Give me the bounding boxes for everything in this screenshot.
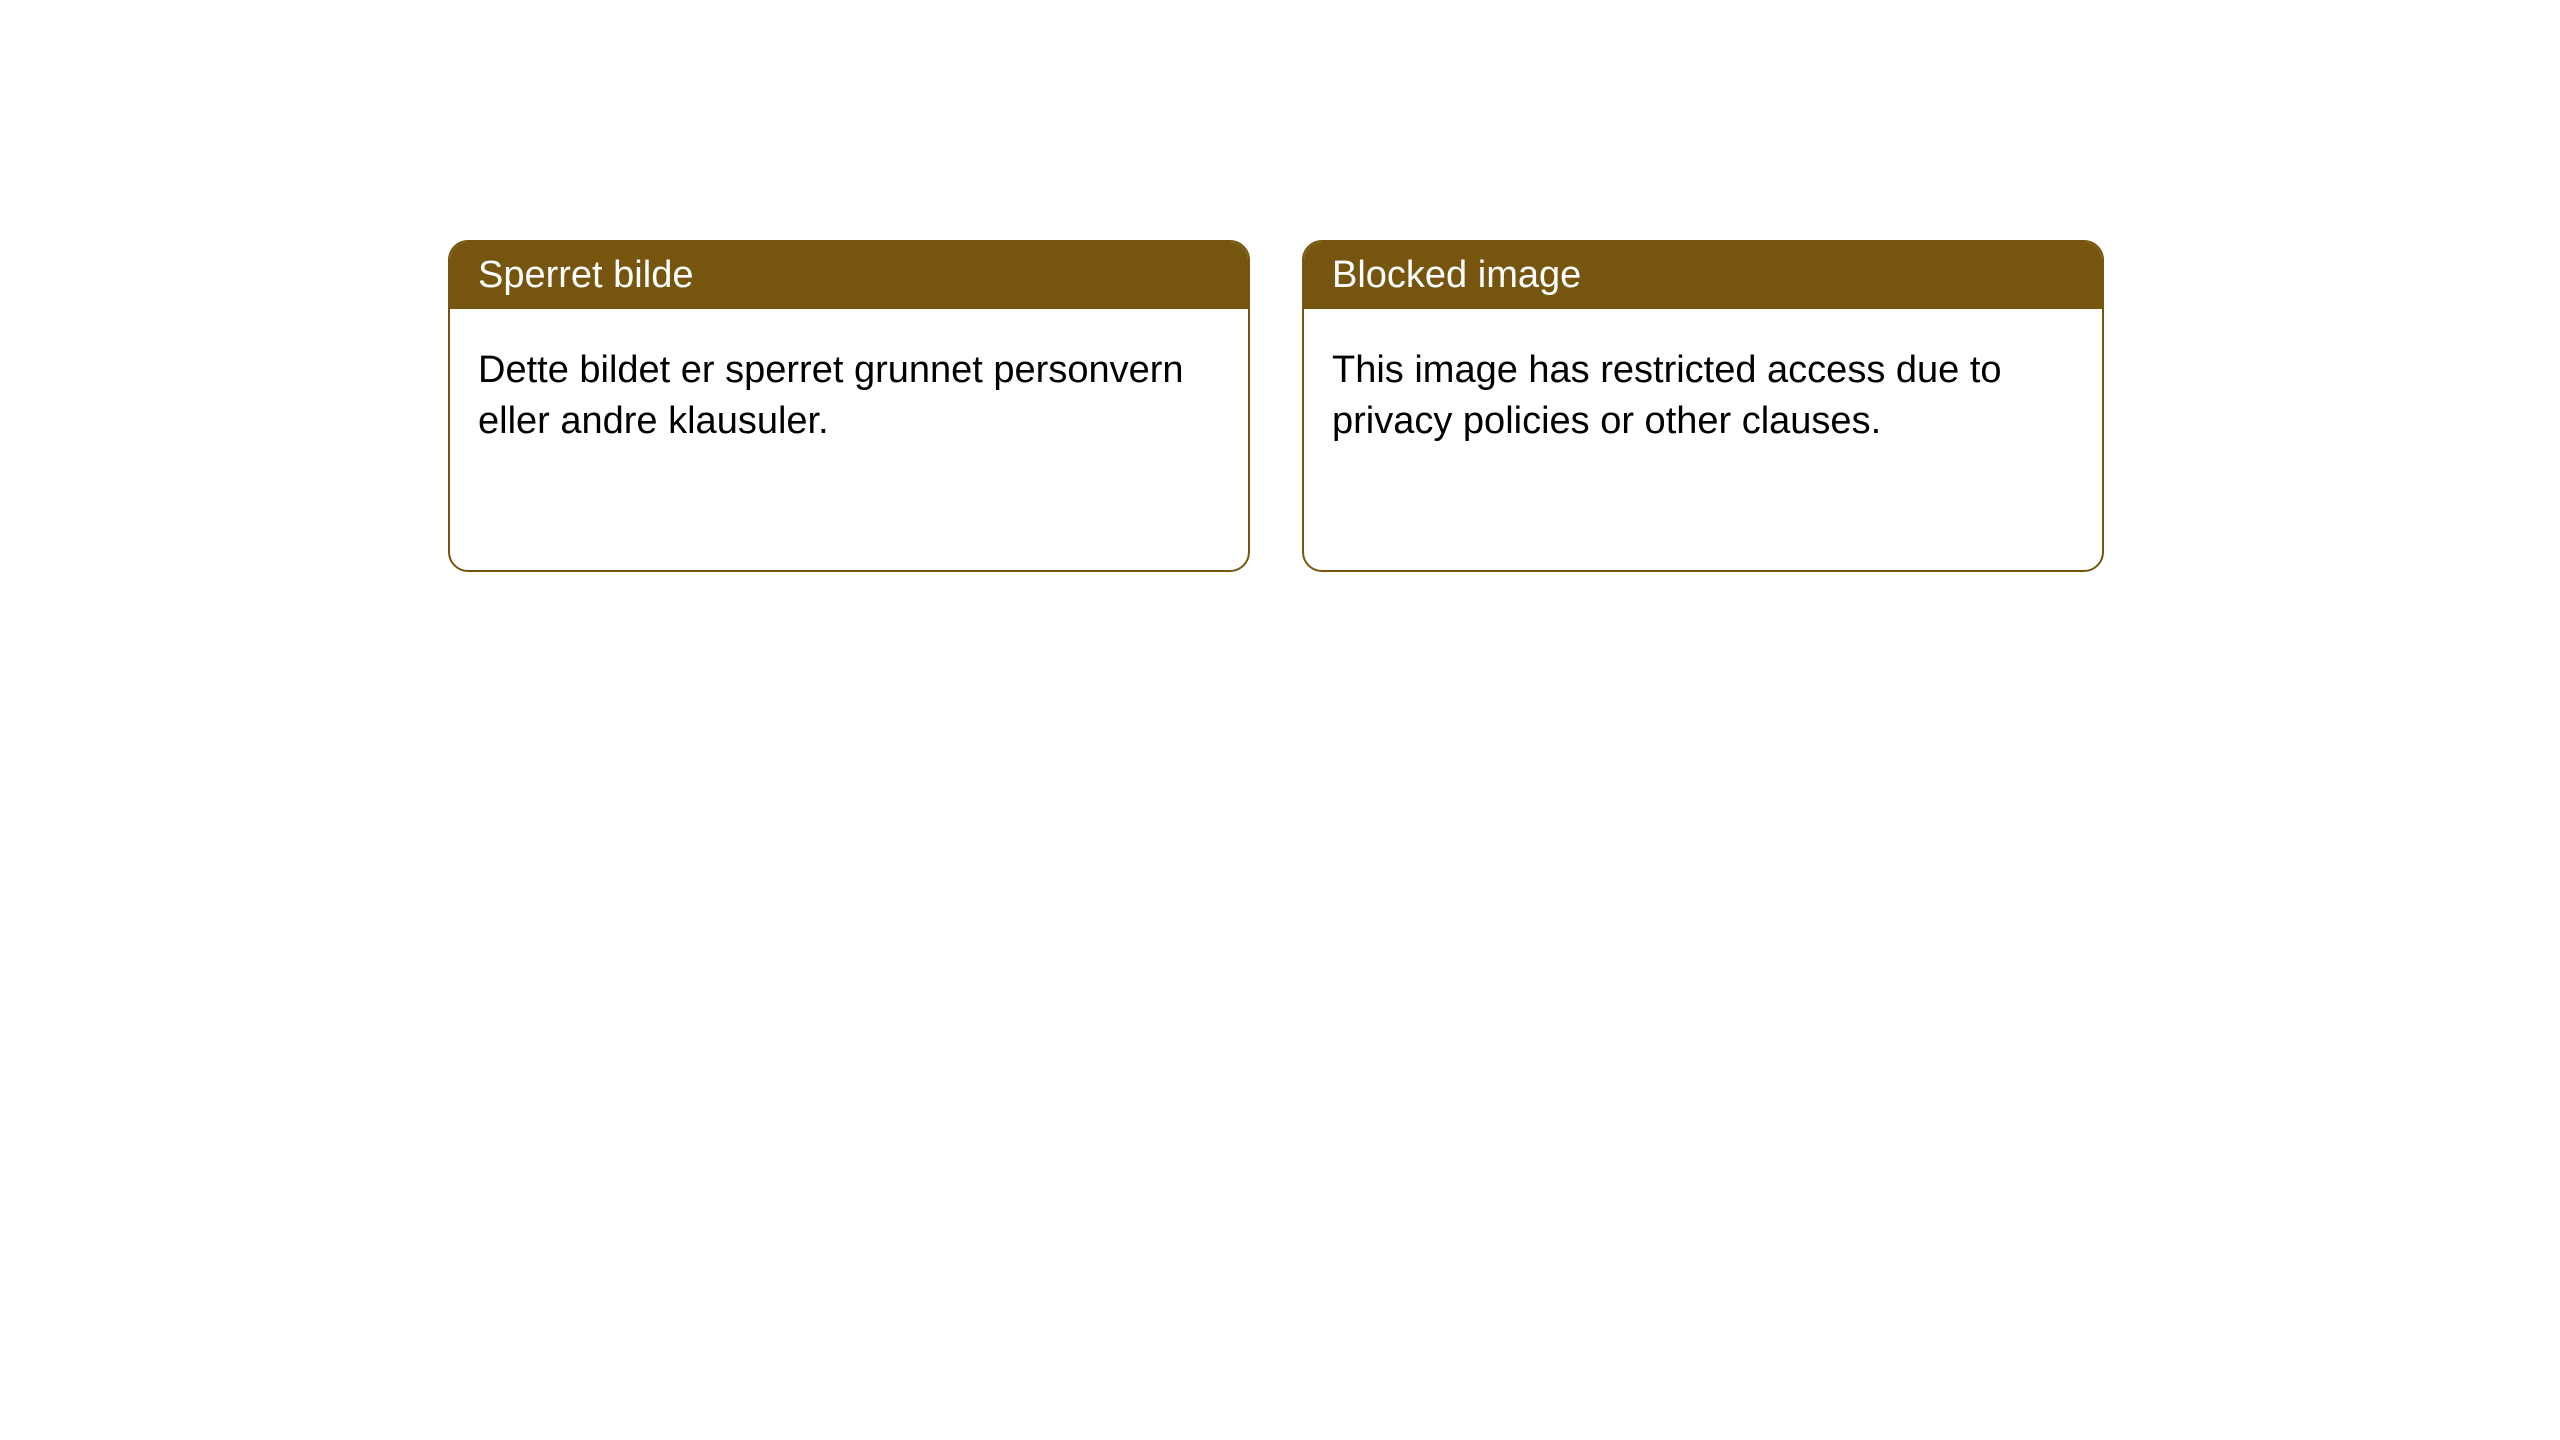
notice-cards-container: Sperret bilde Dette bildet er sperret gr… [0,0,2560,572]
notice-card-norwegian: Sperret bilde Dette bildet er sperret gr… [448,240,1250,572]
notice-card-title: Blocked image [1304,242,2102,309]
notice-card-english: Blocked image This image has restricted … [1302,240,2104,572]
notice-card-body: This image has restricted access due to … [1304,309,2102,484]
notice-card-body: Dette bildet er sperret grunnet personve… [450,309,1248,484]
notice-card-title: Sperret bilde [450,242,1248,309]
